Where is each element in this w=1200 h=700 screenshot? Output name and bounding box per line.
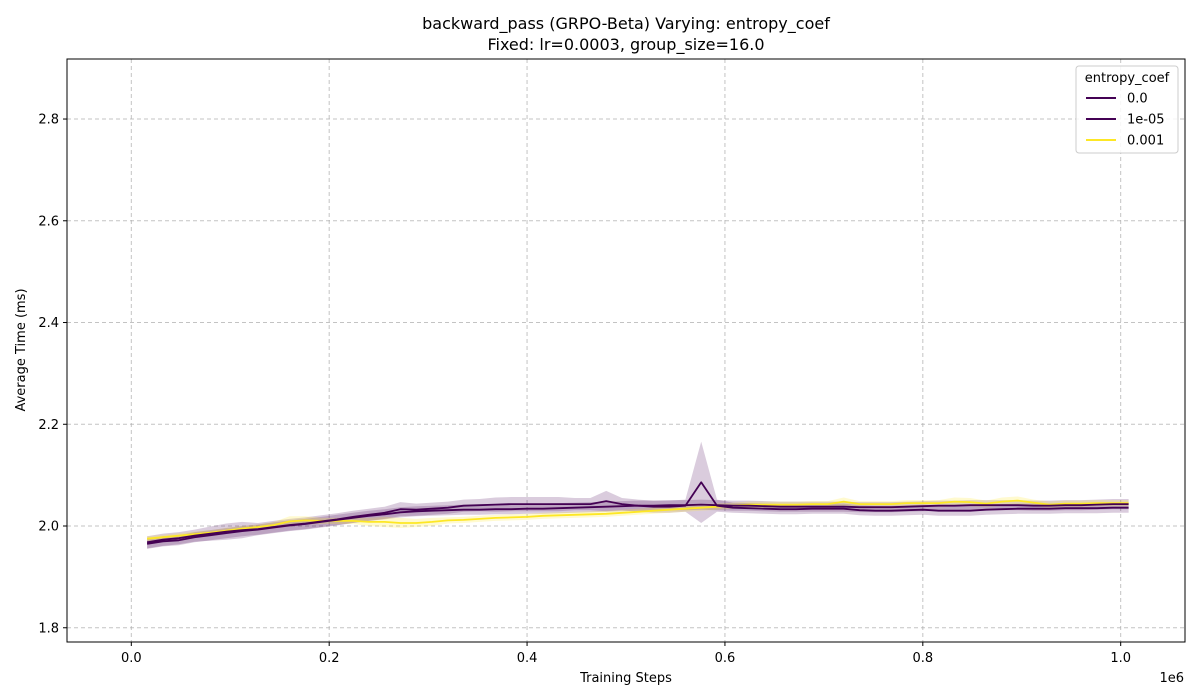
legend-title: entropy_coef <box>1085 71 1170 86</box>
plot-frame <box>66 58 1186 643</box>
y-tick-label: 2.8 <box>38 113 59 128</box>
y-tick-label: 2.4 <box>38 316 59 331</box>
series-line-0.001 <box>147 499 1129 540</box>
axis-ticks: 0.0 0.2 0.4 0.6 0.8 1.0 1.8 2.0 2.2 2.4 2.6 2.8 <box>38 113 1131 666</box>
series-line-1e-05 <box>146 481 1129 544</box>
y-tick-label: 1.8 <box>38 621 59 636</box>
x-tick-label: 0.0 <box>121 651 142 666</box>
legend-entry-label: 0.0 <box>1127 92 1148 107</box>
legend: entropy_coef 0.0 1e-05 0.001 <box>1075 65 1179 154</box>
chart-title: backward_pass (GRPO-Beta) Varying: entro… <box>422 14 830 34</box>
legend-entry-label: 0.001 <box>1127 134 1164 149</box>
x-tick-label: 0.2 <box>319 651 340 666</box>
x-tick-label: 0.6 <box>715 651 736 666</box>
x-tick-label: 1.0 <box>1110 651 1131 666</box>
x-axis-offset-label: 1e6 <box>1159 671 1184 686</box>
legend-entries: 0.0 1e-05 0.001 <box>1086 92 1165 149</box>
y-tick-label: 2.0 <box>38 520 59 535</box>
grid-layer <box>67 59 1185 642</box>
series-lines <box>146 481 1129 545</box>
confidence-band-1e-05 <box>147 441 1129 549</box>
confidence-bands <box>147 441 1129 549</box>
chart-subtitle: Fixed: lr=0.0003, group_size=16.0 <box>487 35 764 55</box>
legend-box <box>1075 65 1179 154</box>
y-axis-label: Average Time (ms) <box>14 288 29 411</box>
y-tick-label: 2.6 <box>38 214 59 229</box>
y-tick-label: 2.2 <box>38 418 59 433</box>
x-axis-label: Training Steps <box>579 671 672 686</box>
x-tick-label: 0.4 <box>517 651 538 666</box>
x-tick-label: 0.8 <box>912 651 933 666</box>
legend-entry-label: 1e-05 <box>1127 113 1165 128</box>
